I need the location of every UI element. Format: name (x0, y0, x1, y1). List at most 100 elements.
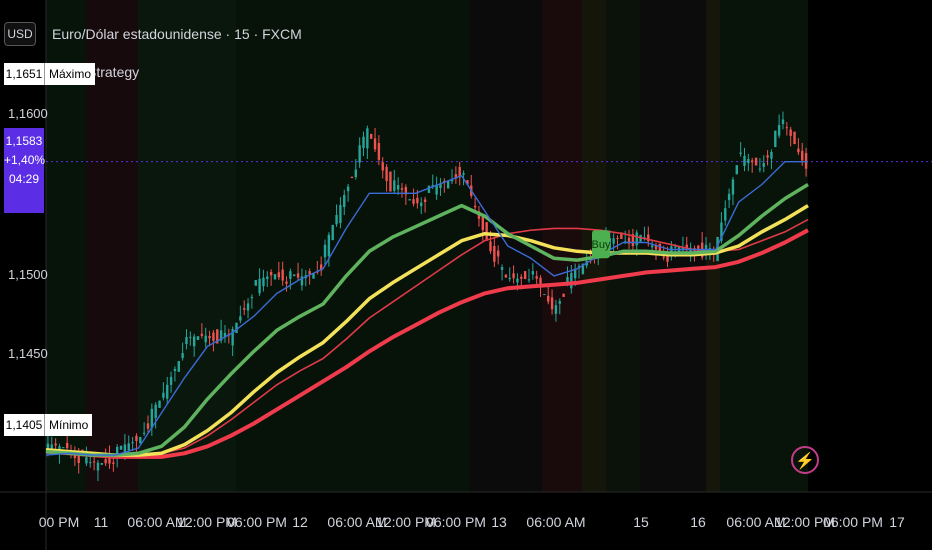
candle-body (735, 165, 739, 175)
candle-body (343, 195, 346, 208)
candle-body (177, 361, 180, 372)
x-tick-label: 15 (633, 514, 649, 530)
candle-body (562, 293, 565, 297)
x-tick-label: 06:00 AM (726, 514, 786, 530)
candle-body (158, 400, 161, 408)
y-tick-3: 1,1500 (8, 267, 48, 282)
candle-body (258, 278, 261, 294)
candle-body (793, 131, 796, 145)
candle-body (473, 205, 477, 208)
y-tick-4: 1,1450 (8, 346, 48, 361)
candle-body (381, 162, 384, 171)
candle-body (104, 459, 107, 464)
candle-body (720, 222, 723, 241)
x-tick-label: 12:00 PM (376, 514, 436, 530)
candle-body (570, 272, 573, 289)
candle-body (801, 150, 804, 161)
candle-body (369, 133, 373, 139)
candle-body (166, 384, 169, 399)
x-tick-label: 06:00 PM (227, 514, 287, 530)
candle-body (785, 127, 789, 129)
y-tick-1: 1,1600 (8, 106, 48, 121)
x-tick-label: 06:00 PM (823, 514, 883, 530)
candle-body (743, 155, 746, 166)
candle-body (781, 119, 785, 124)
candle-body (216, 329, 219, 344)
candle-body (647, 234, 650, 242)
candle-body (504, 274, 508, 278)
x-tick-label: 06:00 PM (426, 514, 486, 530)
candle-body (92, 461, 96, 463)
candle-body (620, 232, 623, 239)
candle-body (739, 152, 742, 154)
candle-body (631, 234, 635, 246)
candle-body (489, 241, 492, 252)
min-label: Mínimo (44, 414, 93, 436)
candle-body (520, 276, 523, 279)
candle-body (408, 199, 411, 201)
max-price-tag: 1,1651 (4, 63, 44, 85)
candle-body (162, 392, 165, 398)
candle-body (389, 171, 392, 192)
x-tick-label: 00 PM (38, 514, 80, 530)
candle-body (454, 174, 458, 179)
candle-body (100, 463, 104, 465)
candle-body (558, 301, 561, 304)
candle-body (416, 197, 419, 204)
candle-body (516, 278, 519, 283)
candle-body (450, 179, 454, 182)
session-band (606, 0, 640, 492)
candle-body (427, 185, 431, 193)
x-tick-label: 16 (690, 514, 706, 530)
candle-body (797, 148, 800, 153)
min-price-tag: 1,1405 (4, 414, 44, 436)
candle-body (123, 444, 127, 458)
candle-body (373, 138, 377, 150)
lightning-icon[interactable]: ⚡ (791, 446, 819, 474)
candle-body (85, 457, 88, 464)
candle-body (635, 232, 638, 246)
candle-body (731, 179, 735, 195)
candle-body (254, 279, 257, 286)
candle-body (250, 296, 254, 299)
candle-body (420, 202, 423, 207)
candle-body (496, 250, 500, 257)
candle-body (404, 186, 408, 195)
candle-body (285, 281, 288, 284)
buy-signal-marker (592, 230, 610, 259)
x-tick-label: 13 (491, 514, 507, 530)
candle-body (62, 447, 65, 449)
candle-body (550, 297, 554, 310)
symbol-title: Euro/Dólar estadounidense · 15 · FXCM (52, 26, 302, 42)
red-thick-ma-line (45, 228, 809, 459)
candle-body (485, 222, 488, 241)
candle-body (566, 277, 569, 284)
candle-body (777, 125, 781, 136)
candle-body (508, 277, 511, 280)
x-tick-label: 06:00 AM (327, 514, 387, 530)
candle-body (189, 336, 192, 338)
candle-body (400, 188, 404, 190)
candle-body (458, 167, 461, 178)
current-change: +1,40% (4, 153, 46, 167)
currency-button[interactable]: USD (4, 22, 36, 46)
candle-body (150, 408, 154, 429)
candle-body (685, 244, 688, 248)
x-tick-label: 11 (93, 514, 109, 530)
candle-body (131, 442, 134, 444)
bar-countdown: 04:29 (8, 172, 40, 186)
candle-body (289, 271, 292, 279)
candle-body (154, 404, 157, 418)
fast-ma-line (45, 161, 808, 456)
candle-body (235, 322, 238, 334)
candle-body (262, 277, 265, 287)
candle-body (108, 453, 111, 464)
candle-body (650, 245, 654, 248)
candle-body (281, 269, 284, 281)
candle-body (293, 274, 296, 277)
strategy-label[interactable]: Strategy (87, 64, 140, 80)
candle-body (789, 129, 792, 136)
candle-body (758, 168, 762, 170)
candle-body (435, 184, 438, 195)
